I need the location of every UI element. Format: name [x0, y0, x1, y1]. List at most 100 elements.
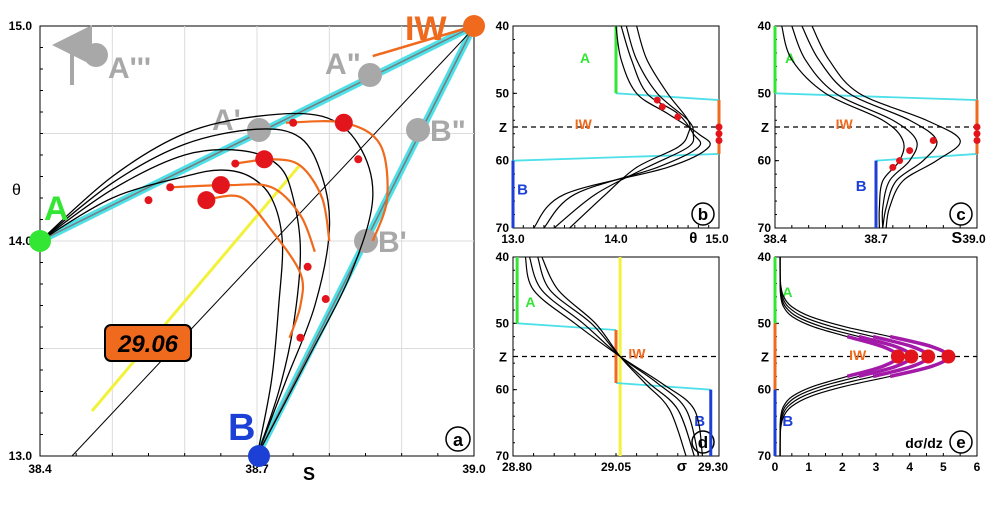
extrema-arc [213, 194, 305, 339]
max-point [334, 113, 353, 132]
z-tick-label: Z [761, 350, 769, 365]
x-tick-label: 5 [940, 460, 947, 474]
extremum-point [653, 96, 661, 104]
y-tick-label: 60 [758, 383, 772, 397]
panel-letter: e [956, 433, 965, 452]
isopycnal-label-box [104, 324, 192, 362]
panel-a-grid [40, 26, 474, 456]
profile-curve [553, 25, 695, 229]
y-tick-label: 40 [496, 19, 510, 33]
endpoint-iw-marker [463, 15, 485, 37]
extremum-point [929, 136, 937, 144]
z-tick-label: Z [761, 120, 769, 135]
panel-letter: b [698, 205, 708, 224]
z-tick-label: Z [499, 350, 507, 365]
x-tick-label: 15.0 [705, 232, 729, 246]
layer-iw-label: IW [836, 116, 854, 132]
interface-line-lower [615, 382, 711, 391]
x-tick-label: 13.0 [501, 232, 525, 246]
x-tick-label: 38.4 [763, 232, 787, 246]
extremum-point [896, 157, 904, 165]
extremum-point [715, 130, 723, 138]
ghost-point-marker [84, 43, 108, 67]
layer-b-label: B [782, 413, 793, 430]
x-axis-label: S [951, 230, 962, 247]
max-point [197, 191, 216, 210]
layer-b-label: B [517, 181, 528, 198]
x-tick-label: 38.4 [28, 462, 52, 476]
diagonal-guide-line [71, 27, 475, 457]
ghost-point-marker [358, 63, 382, 87]
min-point [321, 295, 330, 304]
panel-c-salinity-profile: 40 50 60 70 Z 38.4 38.7 39.0Sc A IW B [758, 19, 986, 247]
layer-iw-label: IW [575, 116, 593, 132]
panel-e-stratification-profile: 40 50 60 70 Z 0 1 2 3 4 5 6e dσ/dz A IW B [758, 250, 981, 474]
peak-point [921, 349, 936, 364]
interface-line-upper [615, 92, 720, 101]
y-tick-label: 40 [758, 19, 772, 33]
x-tick-label: 29.30 [698, 460, 728, 474]
panel-badge [691, 202, 715, 226]
panel-a-ts-diagram: 38.4 38.7 39.013.014.015.0 A'A"A'''B"B' A … [9, 10, 486, 484]
y-tick-label: 15.0 [9, 19, 33, 33]
extrema-arc [285, 120, 389, 242]
x-axis-label: θ [689, 230, 697, 247]
endpoint-b-label: B [228, 407, 255, 449]
x-tick-label: 28.80 [502, 460, 532, 474]
panel-d-density-profile: 40 50 60 70 Z 28.80 29.05 29.30 σd A IW B [496, 250, 729, 475]
extremum-point [973, 130, 981, 138]
iw-segment [372, 24, 475, 58]
y-tick-label: 70 [758, 449, 772, 463]
min-point [303, 262, 312, 271]
x-tick-label: 1 [805, 460, 812, 474]
ghost-point-label: A''' [108, 52, 151, 85]
min-point [354, 155, 363, 164]
endpoint-iw-label: IW [405, 10, 447, 48]
panel-letter: c [956, 205, 965, 224]
extremum-point [658, 103, 666, 111]
interface-line-upper [774, 92, 978, 101]
panel-letter: d [698, 433, 708, 452]
layer-a-label: A [580, 50, 590, 66]
y-tick-label: 70 [758, 221, 772, 235]
y-tick-label: 14.0 [9, 234, 33, 248]
peak-point [904, 349, 919, 364]
y-tick-label: 50 [496, 86, 510, 100]
min-point [296, 333, 305, 342]
panel-a-ticks: 38.4 38.7 39.013.014.015.0 [9, 19, 486, 476]
ghost-point-marker [406, 118, 430, 142]
x-tick-label: 4 [906, 460, 913, 474]
y-tick-label: 70 [496, 449, 510, 463]
ts-profile-curve [39, 128, 331, 457]
ghost-point-label: B" [430, 115, 466, 148]
panel-badge [691, 430, 715, 454]
y-tick-label: 50 [758, 86, 772, 100]
ghost-points: A' A" A''' B" B' [52, 25, 466, 259]
max-point [255, 150, 274, 169]
min-point [289, 118, 298, 127]
peak-point [890, 349, 905, 364]
layer-a-label: A [785, 50, 795, 66]
x-tick-label: 38.7 [864, 232, 888, 246]
panel-a-xlabel: S [303, 464, 315, 484]
extremum-point [674, 113, 682, 121]
profile-curve [811, 25, 961, 229]
panel-a-ylabel: θ [12, 182, 21, 199]
y-tick-label: 60 [496, 383, 510, 397]
min-point [144, 196, 153, 205]
layer-b-label: B [694, 413, 705, 430]
ghost-point-marker [354, 229, 378, 253]
extremum-point [715, 136, 723, 144]
extrema-points [144, 113, 363, 342]
ghost-point-marker [247, 118, 271, 142]
isopycnal-line [90, 164, 302, 412]
layer-iw-label: IW [849, 347, 867, 363]
panel-badge [949, 202, 973, 226]
extremum-point [889, 163, 897, 171]
extremum-point [906, 147, 914, 155]
layer-a-label: A [525, 294, 535, 310]
interface-line-lower [512, 153, 720, 162]
x-tick-label: 39.0 [962, 232, 986, 246]
panel-a-badge [445, 426, 471, 452]
